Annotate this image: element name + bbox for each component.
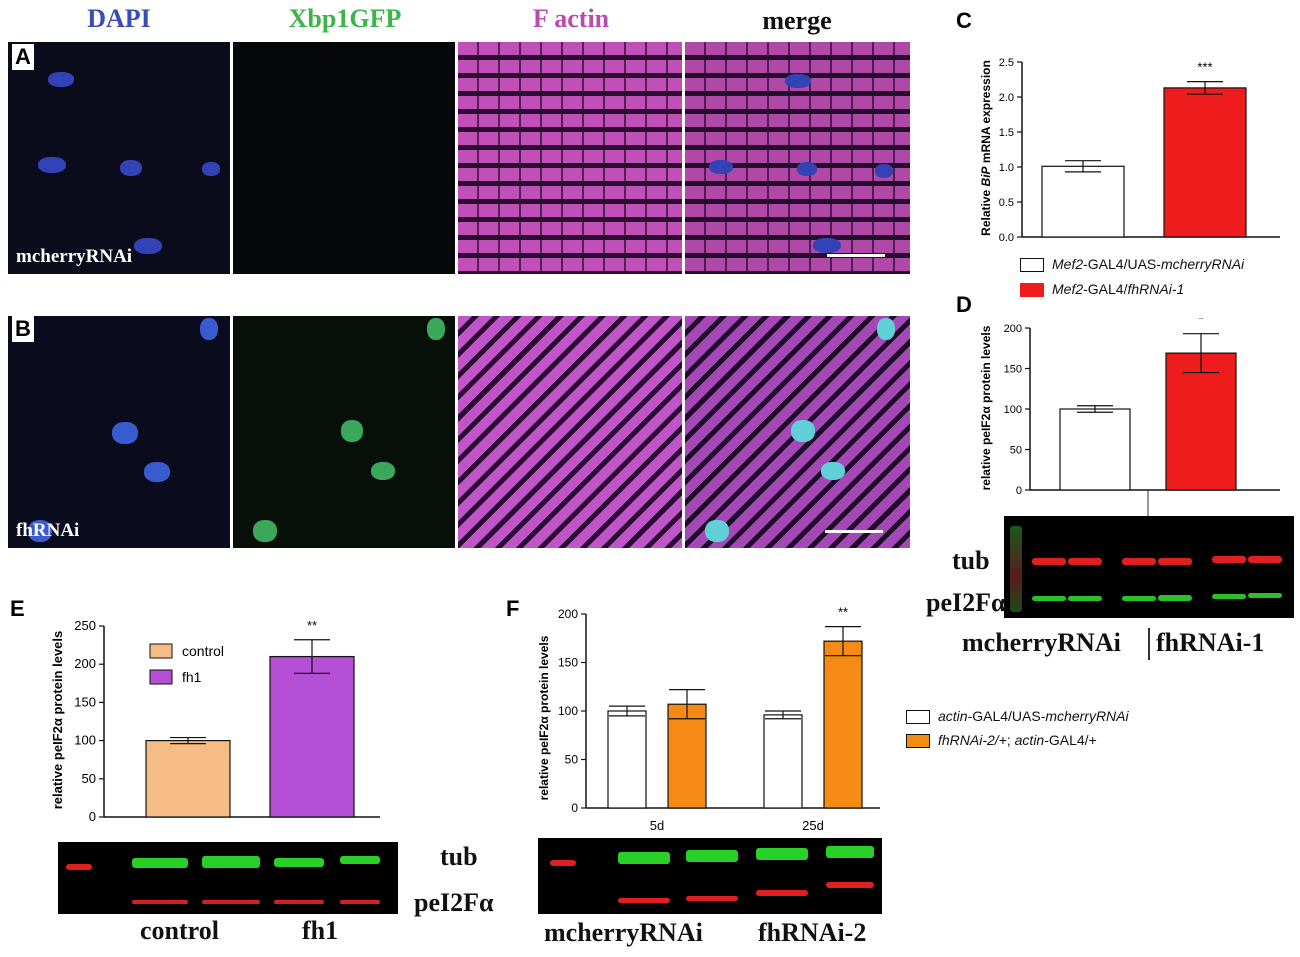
chart-f-bar bbox=[823, 640, 863, 809]
chart-f-ylabel: relative peIF2α protein levels bbox=[537, 635, 551, 800]
chart-e-tick-label: 150 bbox=[74, 694, 96, 709]
panel-letter-a: A bbox=[12, 44, 34, 70]
chart-d-tick-label: 200 bbox=[1004, 323, 1022, 335]
chart-f-category-label: 5d bbox=[650, 818, 664, 833]
chart-d-tick-label: 150 bbox=[1004, 364, 1022, 376]
column-header-dapi: DAPI bbox=[87, 4, 151, 33]
chart-e: relative peIF2α protein levels 0 50 100 150… bbox=[50, 618, 380, 824]
panel-letter-d: D bbox=[956, 292, 972, 317]
chart-e-tick-label: 250 bbox=[74, 618, 96, 633]
western-blot-e bbox=[58, 842, 398, 914]
chart-d-bar bbox=[1059, 408, 1131, 491]
chart-f-tick-label: 0 bbox=[571, 801, 578, 815]
column-header-factin: F actin bbox=[532, 4, 610, 33]
chart-d-tick-label: 0 bbox=[1016, 485, 1022, 497]
micrograph-a-merge bbox=[685, 42, 910, 274]
chart-c-tick-label: 2.0 bbox=[999, 92, 1014, 104]
chart-c-tick-label: 1.5 bbox=[999, 127, 1014, 139]
chart-d-bar bbox=[1165, 352, 1237, 491]
chart-f-tick-label: 100 bbox=[558, 704, 578, 718]
scale-bar-b bbox=[825, 530, 883, 533]
chart-e-ylabel: relative peIF2α protein levels bbox=[50, 631, 65, 810]
blot-d-lane1-label: mcherryRNAi bbox=[962, 628, 1121, 657]
panel-letter-e: E bbox=[10, 596, 25, 621]
chart-e-legend-label: control bbox=[182, 643, 224, 659]
column-header-xbp1gfp: Xbp1GFP bbox=[288, 4, 402, 33]
chart-c-bar bbox=[1041, 165, 1125, 238]
blot-e-lane1-label: control bbox=[140, 916, 219, 945]
chart-f-tick-label: 150 bbox=[558, 656, 578, 670]
blot-d-pe-label: peI2Fα bbox=[926, 588, 1006, 617]
micrograph-b-factin bbox=[458, 316, 682, 548]
chart-d-significance: * bbox=[1198, 318, 1203, 327]
micrograph-a-label: mcherryRNAi bbox=[16, 246, 133, 267]
chart-f-bar bbox=[667, 703, 707, 809]
chart-c-ylabel: Relative BiP mRNA expression bbox=[979, 60, 993, 236]
chart-d-ylabel: relative peIF2α protein levels bbox=[979, 325, 993, 490]
chart-f-bar bbox=[763, 714, 803, 809]
blot-f-lane1-label: mcherryRNAi bbox=[544, 918, 703, 947]
micrograph-b-dapi: fhRNAi bbox=[8, 316, 230, 548]
chart-e-legend-label: fh1 bbox=[182, 669, 202, 685]
chart-c-bar bbox=[1163, 87, 1247, 238]
chart-e-tick-label: 0 bbox=[89, 809, 96, 824]
micrograph-a-factin bbox=[458, 42, 682, 274]
micrograph-b-label: fhRNAi bbox=[16, 520, 80, 541]
panel-letter-c: C bbox=[956, 8, 972, 33]
chart-c-significance: *** bbox=[1197, 60, 1212, 75]
blot-f-lane2-label: fhRNAi-2 bbox=[758, 918, 867, 947]
chart-f-bar bbox=[607, 710, 647, 809]
chart-f-tick-label: 200 bbox=[558, 607, 578, 621]
chart-f-significance: ** bbox=[838, 605, 848, 620]
chart-e-tick-label: 100 bbox=[74, 733, 96, 748]
chart-c-legend-fhrnai: Mef2-GAL4/fhRNAi-1 bbox=[1020, 281, 1184, 298]
chart-f-tick-label: 50 bbox=[565, 753, 579, 767]
chart-c-tick-label: 0.5 bbox=[999, 197, 1014, 209]
micrograph-a-dapi: mcherryRNAi bbox=[8, 42, 230, 274]
chart-e-bar bbox=[145, 740, 231, 818]
western-blot-d bbox=[1004, 516, 1294, 618]
micrograph-a-xbp1gfp bbox=[233, 42, 455, 274]
column-header-merge: merge bbox=[762, 6, 832, 35]
chart-c-tick-label: 2.5 bbox=[999, 57, 1014, 69]
chart-c-tick-label: 0.0 bbox=[999, 232, 1014, 244]
blot-d-divider bbox=[1148, 628, 1150, 660]
chart-e-bar bbox=[269, 655, 355, 818]
chart-f-legend-fhrnai: fhRNAi-2/+; actin-GAL4/+ bbox=[906, 732, 1097, 749]
chart-d: relative peIF2α protein levels 0 50 100 150… bbox=[979, 318, 1280, 516]
blot-e-tub-label: tub bbox=[440, 842, 478, 871]
western-blot-f bbox=[538, 838, 882, 914]
chart-d-tick-label: 50 bbox=[1010, 445, 1022, 457]
micrograph-b-merge bbox=[685, 316, 910, 548]
blot-e-lane2-label: fh1 bbox=[302, 916, 339, 945]
chart-f-legend-mcherry: actin-GAL4/UAS-mcherryRNAi bbox=[906, 708, 1129, 725]
chart-c-legend-mcherry: Mef2-GAL4/UAS-mcherryRNAi bbox=[1020, 256, 1244, 273]
chart-e-legend-swatch bbox=[149, 669, 173, 685]
chart-f: relative peIF2α protein levels 0 50 100 150… bbox=[537, 605, 880, 833]
chart-e-legend-swatch bbox=[149, 643, 173, 659]
chart-d-tick-label: 100 bbox=[1004, 404, 1022, 416]
micrograph-b-xbp1gfp bbox=[233, 316, 455, 548]
chart-e-significance: ** bbox=[307, 618, 317, 633]
blot-d-lane2-label: fhRNAi-1 bbox=[1156, 628, 1265, 657]
chart-e-tick-label: 50 bbox=[82, 771, 96, 786]
panel-letter-b: B bbox=[12, 316, 34, 342]
scale-bar-a bbox=[827, 254, 885, 257]
blot-e-pe-label: peI2Fα bbox=[414, 888, 494, 917]
chart-c: Relative BiP mRNA expression 0.0 0.5 1.0 1.… bbox=[979, 57, 1280, 244]
panel-letter-f: F bbox=[506, 596, 520, 621]
chart-c-tick-label: 1.0 bbox=[999, 162, 1014, 174]
chart-e-tick-label: 200 bbox=[74, 656, 96, 671]
blot-d-tub-label: tub bbox=[952, 546, 990, 575]
chart-f-category-label: 25d bbox=[802, 818, 824, 833]
